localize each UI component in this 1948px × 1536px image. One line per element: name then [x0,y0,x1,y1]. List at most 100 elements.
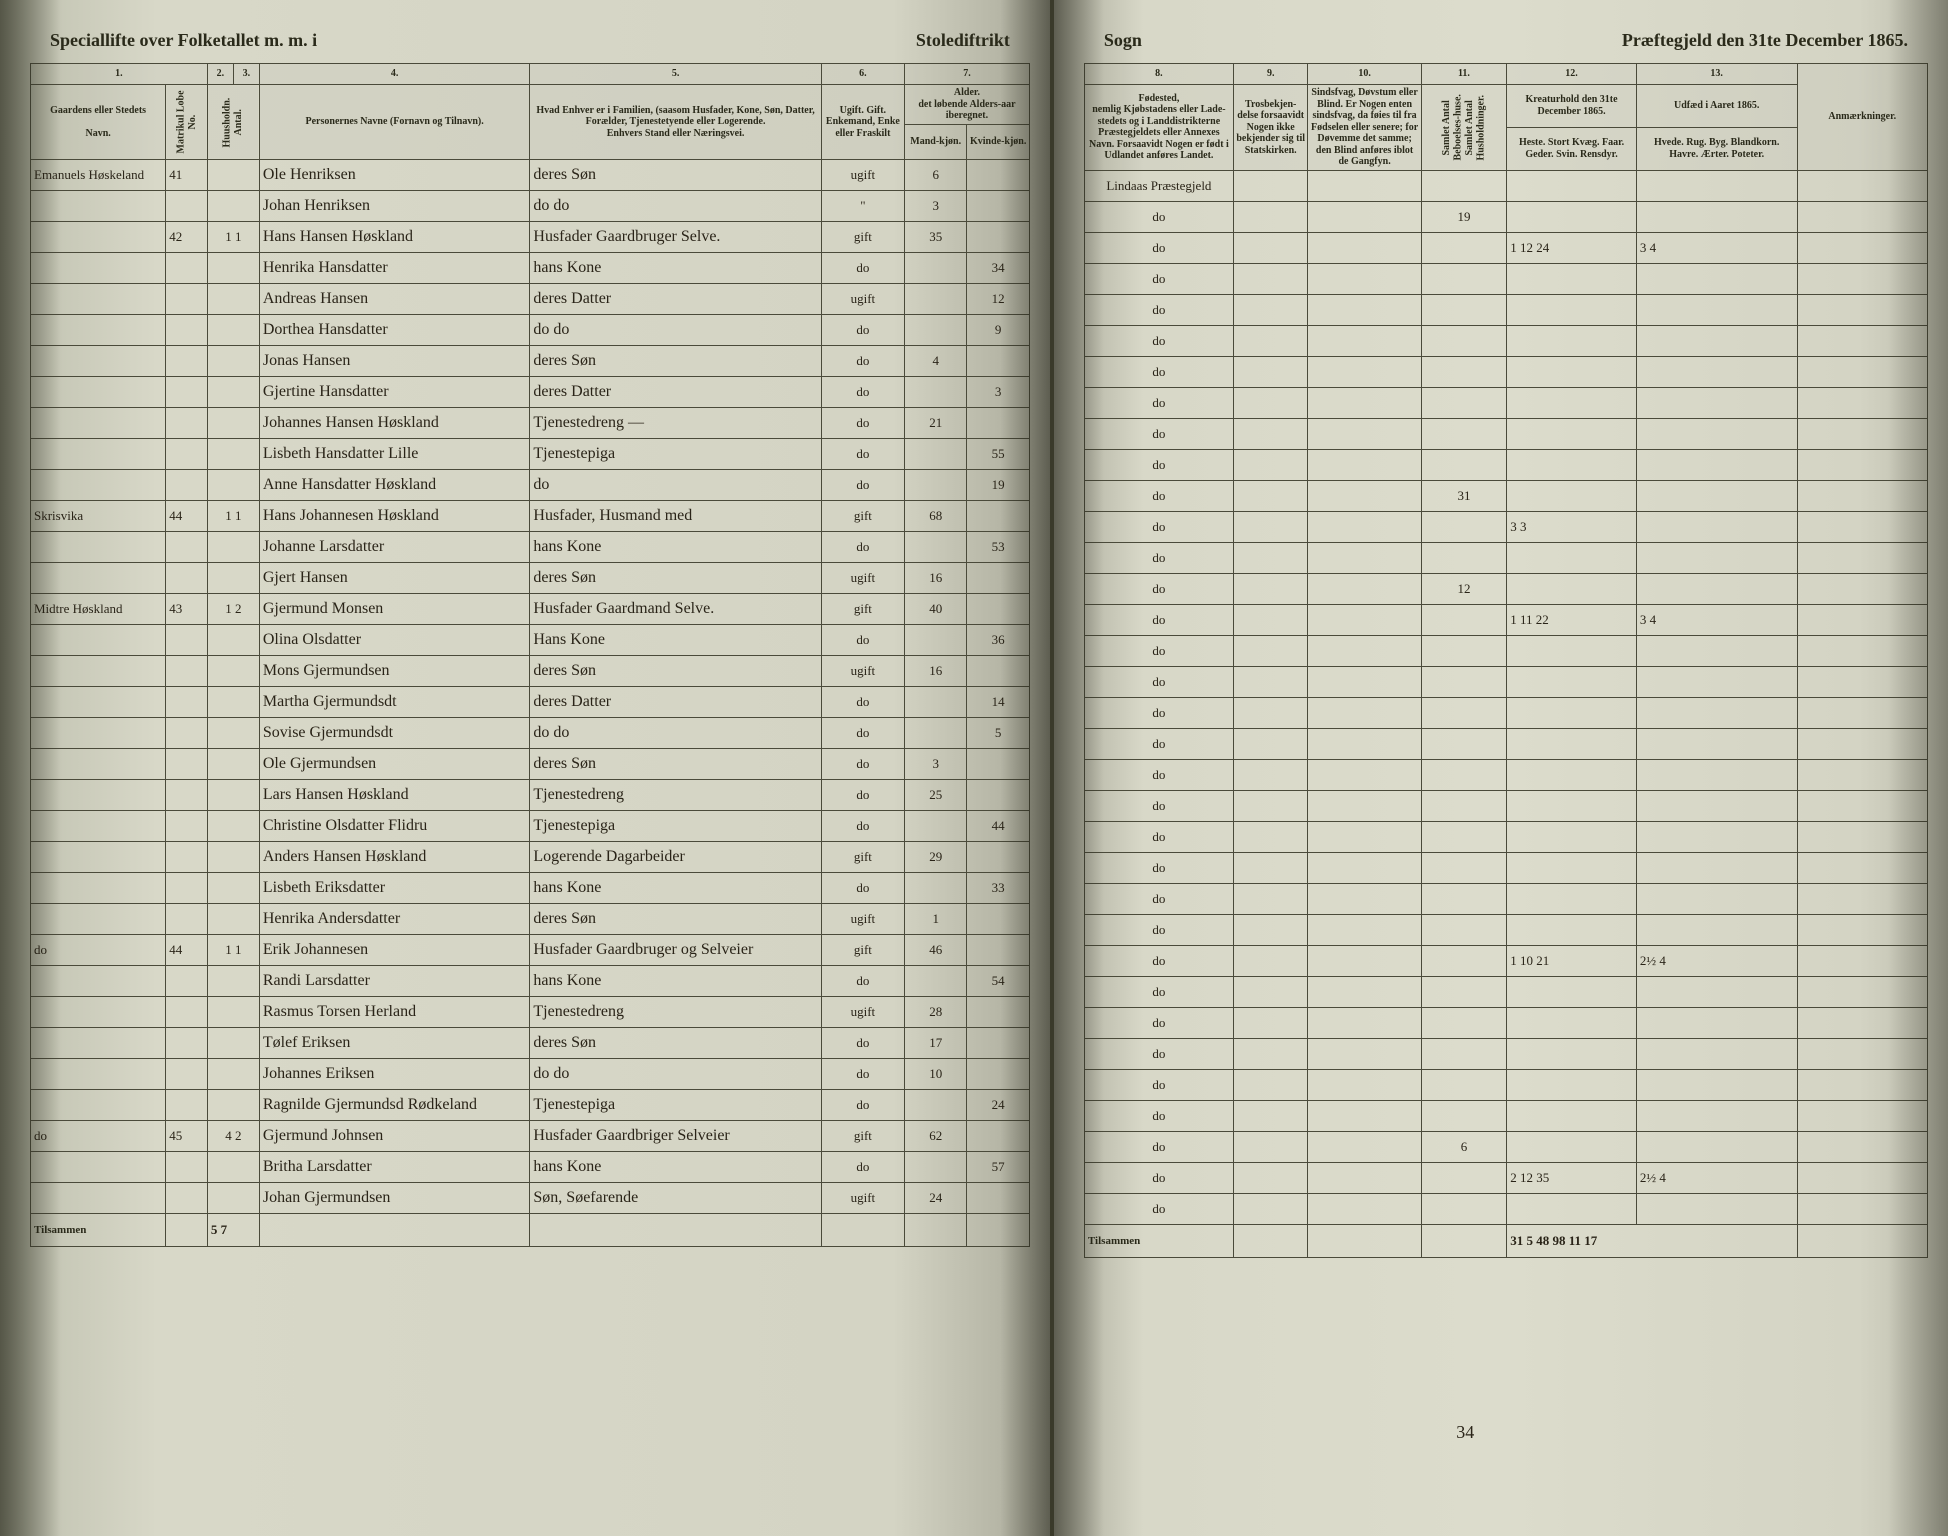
cell-role: deres Søn [530,562,821,593]
cell-seed [1636,914,1797,945]
table-row: Skrisvika441 1Hans Johannesen HøsklandHu… [31,500,1030,531]
cell-seed [1636,883,1797,914]
cell-religion [1233,201,1308,232]
h-female: Kvinde-kjøn. [967,124,1030,159]
cell-livestock: 1 11 22 [1507,604,1637,635]
cell-disability [1308,635,1421,666]
h-remarks: Anmærkninger. [1797,64,1927,171]
cell-role: Søn, Søefarende [530,1182,821,1213]
cell-role: deres Datter [530,283,821,314]
cell-birthplace: do [1084,976,1233,1007]
cell-religion [1233,914,1308,945]
table-row: do441 1Erik JohannesenHusfader Gaardbrug… [31,934,1030,965]
cell-mat [166,996,208,1027]
col-num-13: 13. [1636,64,1797,85]
cell-religion [1233,697,1308,728]
cell-remarks [1797,945,1927,976]
cell-age-k: 12 [967,283,1030,314]
cell-mat [166,1182,208,1213]
table-row: Johannes Eriksendo dodo10 [31,1058,1030,1089]
cell-role: deres Datter [530,376,821,407]
h-place: Gaardens eller Stedets Navn. [31,85,166,160]
cell-mat [166,407,208,438]
column-number-row: 1. 2. 3. 4. 5. 6. 7. [31,64,1030,85]
cell-marital: do [821,686,904,717]
table-row: do [1084,697,1927,728]
cell-disability [1308,1162,1421,1193]
cell-disability [1308,356,1421,387]
table-row: do [1084,914,1927,945]
cell-livestock [1507,480,1637,511]
cell-houses [1421,542,1507,573]
h-religion: Trosbekjen-delse forsaavidt Nogen ikke b… [1233,85,1308,171]
cell-religion [1233,728,1308,759]
cell-name: Lars Hansen Høskland [259,779,530,810]
h-mat: Matrikul Lobe No. [166,85,208,160]
cell-remarks [1797,1131,1927,1162]
col-num-7: 7. [904,64,1029,85]
cell-livestock [1507,666,1637,697]
cell-remarks [1797,1007,1927,1038]
cell-houses [1421,728,1507,759]
cell-livestock [1507,294,1637,325]
cell-role: hans Kone [530,531,821,562]
table-row: Mons Gjermundsenderes Sønugift16 [31,655,1030,686]
cell-role: deres Søn [530,1027,821,1058]
cell-marital: do [821,872,904,903]
cell-seed [1636,294,1797,325]
table-row: do [1084,976,1927,1007]
col-num-5: 5. [530,64,821,85]
h-place-b: Navn. [33,128,163,140]
table-row: do [1084,1193,1927,1224]
cell-seed [1636,666,1797,697]
cell-remarks [1797,263,1927,294]
right-page-header: Sogn Præftegjeld den 31te December 1865. [1084,30,1928,51]
cell-livestock [1507,542,1637,573]
cell-marital: ugift [821,903,904,934]
cell-marital: do [821,531,904,562]
table-row: do [1084,1007,1927,1038]
cell-religion [1233,1007,1308,1038]
cell-name: Britha Larsdatter [259,1151,530,1182]
cell-age-k [967,221,1030,252]
cell-seed [1636,1069,1797,1100]
cell-place [31,624,166,655]
cell-name: Johan Gjermundsen [259,1182,530,1213]
cell-disability [1308,201,1421,232]
cell-hh [207,438,259,469]
cell-place [31,1182,166,1213]
page-tally: 34 [1456,1423,1474,1441]
cell-birthplace: do [1084,325,1233,356]
cell-birthplace: do [1084,387,1233,418]
cell-place [31,748,166,779]
cell-livestock [1507,573,1637,604]
cell-age-m: 17 [904,1027,966,1058]
cell-birthplace: do [1084,759,1233,790]
cell-name: Randi Larsdatter [259,965,530,996]
cell-remarks [1797,1162,1927,1193]
cell-religion [1233,511,1308,542]
cell-marital: ugift [821,283,904,314]
cell-disability [1308,821,1421,852]
cell-age-k: 9 [967,314,1030,345]
cell-role: Tjenestedreng [530,779,821,810]
cell-mat [166,283,208,314]
cell-birthplace: do [1084,1069,1233,1100]
cell-houses [1421,759,1507,790]
cell-role: do [530,469,821,500]
cell-seed [1636,1193,1797,1224]
cell-seed [1636,821,1797,852]
col-num-3: 3. [233,64,259,85]
cell-hh [207,469,259,500]
cell-role: Tjenestepiga [530,810,821,841]
cell-age-m: 3 [904,190,966,221]
table-row: Olina OlsdatterHans Konedo36 [31,624,1030,655]
table-row: Midtre Høskland431 2Gjermund MonsenHusfa… [31,593,1030,624]
cell-age-k [967,1058,1030,1089]
table-row: do [1084,852,1927,883]
cell-mat [166,376,208,407]
cell-mat [166,469,208,500]
cell-livestock [1507,759,1637,790]
cell-birthplace: do [1084,511,1233,542]
cell-remarks [1797,635,1927,666]
